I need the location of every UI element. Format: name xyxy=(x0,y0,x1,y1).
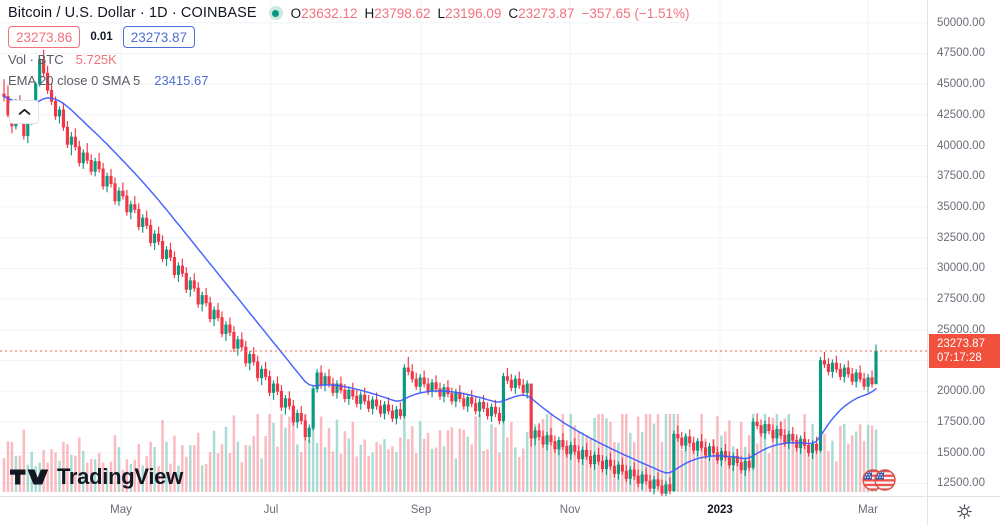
price-tick: 15000.00 xyxy=(937,446,985,459)
us-flag-icon xyxy=(862,469,896,491)
time-tick: Nov xyxy=(559,504,581,516)
bar-close-countdown: 07:17:28 xyxy=(937,352,982,365)
chart-settings-button[interactable] xyxy=(927,496,1000,525)
current-price-badge[interactable]: 23273.87 07:17:28 xyxy=(929,334,1000,369)
price-tick: 45000.00 xyxy=(937,78,985,91)
price-tick: 17500.00 xyxy=(937,415,985,428)
price-tick: 27500.00 xyxy=(937,293,985,306)
price-tick: 42500.00 xyxy=(937,108,985,121)
time-tick: Jul xyxy=(263,504,279,516)
chart-pane[interactable] xyxy=(0,0,927,496)
price-tick: 50000.00 xyxy=(937,16,985,29)
time-tick: 2023 xyxy=(707,504,733,516)
price-tick: 32500.00 xyxy=(937,231,985,244)
price-tick: 12500.00 xyxy=(937,477,985,490)
time-axis[interactable]: May Jul Sep Nov 2023 Mar xyxy=(0,496,927,525)
time-tick: May xyxy=(110,504,132,516)
price-tick: 40000.00 xyxy=(937,139,985,152)
chevron-up-icon xyxy=(18,108,30,115)
collapse-legend-button[interactable] xyxy=(9,100,39,124)
current-price-value: 23273.87 xyxy=(937,338,985,351)
price-tick: 25000.00 xyxy=(937,323,985,336)
market-session-flag-badge[interactable] xyxy=(862,469,896,491)
price-plot[interactable] xyxy=(0,0,927,496)
price-tick: 37500.00 xyxy=(937,170,985,183)
time-tick: Sep xyxy=(410,504,432,516)
price-tick: 20000.00 xyxy=(937,385,985,398)
price-tick: 47500.00 xyxy=(937,47,985,60)
price-axis[interactable]: 23273.87 07:17:28 50000.00 47500.00 45000.… xyxy=(927,0,1000,496)
gear-icon xyxy=(957,503,972,519)
price-tick: 30000.00 xyxy=(937,262,985,275)
price-tick: 35000.00 xyxy=(937,201,985,213)
time-tick: Mar xyxy=(858,504,878,516)
